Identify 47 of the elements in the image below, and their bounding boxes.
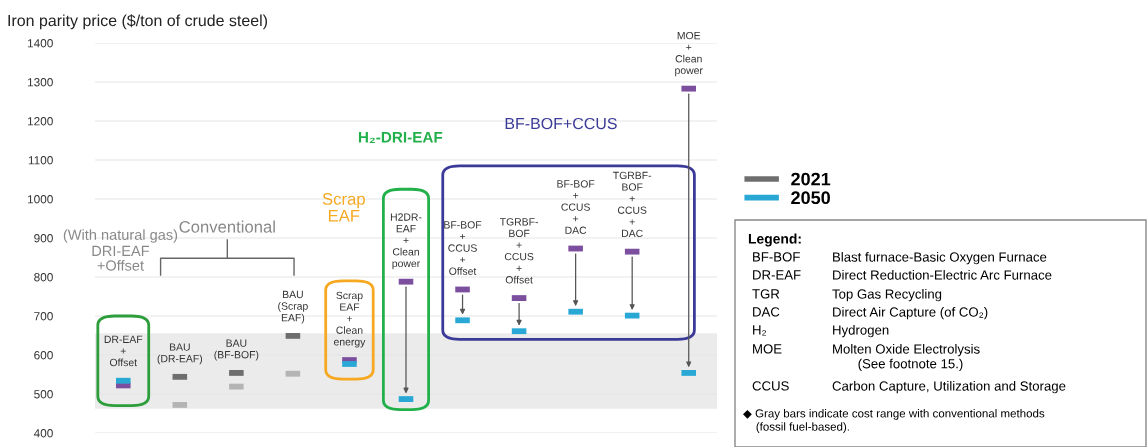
text: Hydrogen bbox=[833, 325, 889, 338]
legend-label: 2050 bbox=[791, 191, 830, 205]
text: H₂ bbox=[753, 325, 766, 336]
y-tick-label: 1400 bbox=[27, 39, 53, 48]
y-tick-label: 1300 bbox=[27, 78, 53, 87]
y-tick-label: 400 bbox=[33, 429, 53, 438]
y-tick-label: 1100 bbox=[28, 156, 53, 165]
annotation: Scrap EAF bbox=[322, 193, 365, 222]
y-tick-label: 1000 bbox=[27, 195, 53, 204]
text: ◆ Gray bars indicate cost range with conventional methods (fossil fuel-based). bbox=[743, 409, 1045, 433]
y-tick-label: 800 bbox=[34, 273, 53, 282]
text: Top Gas Recycling bbox=[832, 289, 942, 302]
y-tick-label: 900 bbox=[34, 234, 53, 243]
text: Molten Oxide Electrolysis (See footnote 15.) bbox=[833, 344, 980, 371]
x-tick-label: BAU (DR-EAF) bbox=[157, 343, 203, 365]
text: Legend: bbox=[748, 233, 801, 247]
text: DR-EAF bbox=[753, 270, 801, 280]
x-tick-label: BAU (Scrap EAF) bbox=[278, 290, 308, 324]
x-tick-label: DR-EAF + Offset bbox=[104, 335, 143, 367]
y-tick-label: 600 bbox=[34, 351, 53, 360]
text: Blast furnace-Basic Oxygen Furnace bbox=[833, 252, 1047, 265]
y-axis-title: Iron parity price ($/ton of crude steel) bbox=[8, 14, 268, 30]
x-tick-label: TGRBF- BOF + CCUS + Offset bbox=[499, 218, 539, 284]
x-tick-label: TGRBF- BOF + CCUS + DAC bbox=[613, 171, 652, 238]
text: CCUS bbox=[752, 381, 789, 391]
text: DAC bbox=[753, 307, 780, 317]
x-tick-label: BF-BOF + CCUS + Offset bbox=[444, 221, 482, 275]
annotation: (With natural gas) bbox=[63, 229, 178, 243]
y-tick-label: 1200 bbox=[27, 117, 53, 126]
x-tick-label: BF-BOF + CCUS + DAC bbox=[557, 180, 595, 234]
annotation: BF-BOF+CCUS bbox=[505, 117, 617, 130]
text: Carbon Capture, Utilization and Storage bbox=[832, 381, 1066, 394]
legend-label: 2021 bbox=[791, 172, 831, 186]
annotation: H₂-DRI-EAF bbox=[358, 131, 443, 143]
annotation: DRI-EAF +Offset bbox=[92, 245, 150, 271]
x-tick-label: MOE + Clean power bbox=[675, 31, 703, 77]
y-tick-label: 700 bbox=[34, 312, 53, 321]
x-tick-label: H2DR- EAF + Clean power bbox=[390, 213, 422, 270]
text: Direct Reduction-Electric Arc Furnace bbox=[833, 270, 1052, 280]
x-tick-label: BAU (BF-BOF) bbox=[214, 339, 259, 361]
y-tick-label: 500 bbox=[34, 390, 53, 399]
text: Direct Air Capture (of CO₂) bbox=[833, 307, 988, 320]
x-tick-label: Scrap EAF + Clean energy bbox=[333, 291, 366, 348]
text: TGR bbox=[752, 289, 780, 299]
text: BF-BOF bbox=[753, 252, 800, 262]
annotation: Conventional bbox=[179, 220, 275, 233]
text: MOE bbox=[753, 344, 782, 354]
